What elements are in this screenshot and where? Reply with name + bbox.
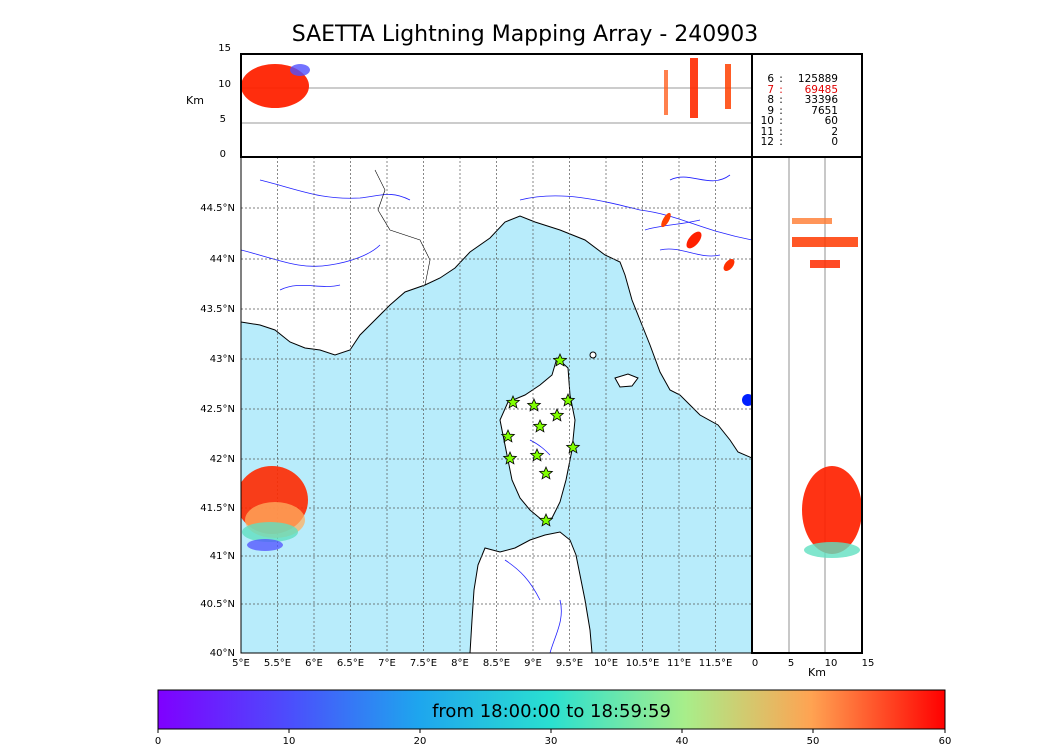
lon-tick: 6°E: [305, 658, 323, 669]
stats-row: 7:69485: [760, 83, 838, 96]
side-tick: 5: [788, 658, 794, 669]
lat-tick: 44.5°N: [200, 203, 235, 214]
station-star: [505, 394, 521, 409]
stats-label: 6: [767, 73, 774, 85]
stats-value: 60: [824, 115, 838, 127]
colorbar: [157, 689, 946, 730]
stats-label: 9: [767, 104, 774, 117]
colorbar-tick: 60: [939, 736, 952, 747]
lightning-cluster-west: [241, 466, 308, 551]
station-star: [560, 392, 576, 407]
lon-tick: 8°E: [451, 658, 469, 669]
stats-row: 9:7651: [760, 104, 838, 117]
station-star: [532, 418, 548, 433]
station-star: [526, 397, 542, 412]
station-marker: [742, 394, 752, 406]
altitude-lon-panel: [240, 53, 753, 158]
stats-list: 6:125889 7:69485 8:33396 9:7651 10:60 11…: [760, 74, 838, 148]
lon-tick: 6.5°E: [337, 658, 364, 669]
side-tick: 10: [825, 658, 838, 669]
corsica: [499, 357, 576, 521]
stats-row: 8:33396: [760, 95, 838, 106]
colorbar-label: from 18:00:00 to 18:59:59: [432, 701, 671, 722]
lon-tick: 7°E: [378, 658, 396, 669]
side-tick: 0: [752, 658, 758, 669]
stats-label: 11: [760, 125, 774, 138]
lon-tick: 5.5°E: [264, 658, 291, 669]
colorbar-ticks: [157, 729, 946, 733]
lightning-cluster-apennines: [661, 212, 735, 271]
station-star: [502, 450, 518, 465]
sardinia: [469, 531, 593, 653]
lat-tick: 40.5°N: [200, 599, 235, 610]
altitude-lat-panel: [751, 156, 863, 654]
alt-tick: 15: [218, 43, 231, 54]
stats-label: 10: [760, 115, 774, 127]
lon-tick: 10.5°E: [626, 658, 660, 669]
capraia-island: [589, 351, 597, 359]
lat-tick: 42°N: [210, 454, 235, 465]
lon-tick: 9.5°E: [556, 658, 583, 669]
chart-title: SAETTA Lightning Mapping Array - 240903: [291, 22, 759, 47]
lon-tick: 11°E: [667, 658, 691, 669]
stats-row: 10:60: [760, 115, 838, 127]
lon-tick: 10°E: [594, 658, 618, 669]
stats-value: 69485: [804, 83, 838, 96]
colorbar-tick: 40: [676, 736, 689, 747]
stats-value: 125889: [797, 73, 838, 85]
colorbar-tick: 10: [283, 736, 296, 747]
map-panel: [240, 156, 753, 654]
stats-row: 6:125889: [760, 74, 838, 85]
mainland: [241, 157, 752, 459]
alt-axis-label: Km: [186, 94, 204, 107]
station-star: [552, 352, 568, 367]
alt-tick: 0: [220, 149, 226, 160]
station-star: [538, 465, 554, 480]
colorbar-tick: 20: [414, 736, 427, 747]
lat-tick: 44°N: [210, 254, 235, 265]
colorbar-tick: 50: [807, 736, 820, 747]
lon-tick: 11.5°E: [699, 658, 733, 669]
lat-tick: 42.5°N: [200, 404, 235, 415]
map-grid: [241, 157, 752, 653]
alt-tick: 5: [220, 114, 226, 125]
station-star: [500, 428, 516, 443]
lon-tick: 8.5°E: [483, 658, 510, 669]
lightning-altitude-cluster: [241, 64, 309, 108]
lat-tick: 43.5°N: [200, 304, 235, 315]
elba: [614, 373, 639, 388]
stats-value: 0: [831, 136, 838, 148]
stats-label: 8: [767, 94, 774, 106]
station-star: [549, 407, 565, 422]
rivers: [241, 174, 752, 653]
lon-tick: 7.5°E: [410, 658, 437, 669]
colorbar-tick: 0: [155, 736, 161, 747]
stats-value: 7651: [811, 104, 838, 117]
side-axis-label: Km: [808, 666, 826, 679]
stats-label: 7: [767, 83, 774, 96]
lat-tick: 40°N: [210, 648, 235, 659]
stats-box: [751, 53, 863, 158]
alt-tick: 10: [218, 79, 231, 90]
lightning-altitude-cluster-lat: [802, 466, 862, 554]
stats-value: 33396: [804, 94, 838, 106]
stations: [500, 352, 581, 527]
colorbar-tick: 30: [545, 736, 558, 747]
lon-tick: 5°E: [232, 658, 250, 669]
border: [374, 169, 431, 286]
stats-value: 2: [831, 125, 838, 138]
lon-tick: 9°E: [524, 658, 542, 669]
axis-labels: 5°E 5.5°E 6°E 6.5°E 7°E 7.5°E 8°E 8.5°E …: [155, 43, 952, 747]
stats-row: 11:2: [760, 125, 838, 138]
station-star: [565, 439, 581, 454]
stats-label: 12: [760, 136, 774, 148]
stats-row: 12:0: [760, 136, 838, 148]
lat-tick: 41°N: [210, 551, 235, 562]
lat-tick: 43°N: [210, 354, 235, 365]
lat-tick: 41.5°N: [200, 503, 235, 514]
station-star: [529, 447, 545, 462]
side-tick: 15: [862, 658, 875, 669]
station-star: [538, 512, 554, 527]
